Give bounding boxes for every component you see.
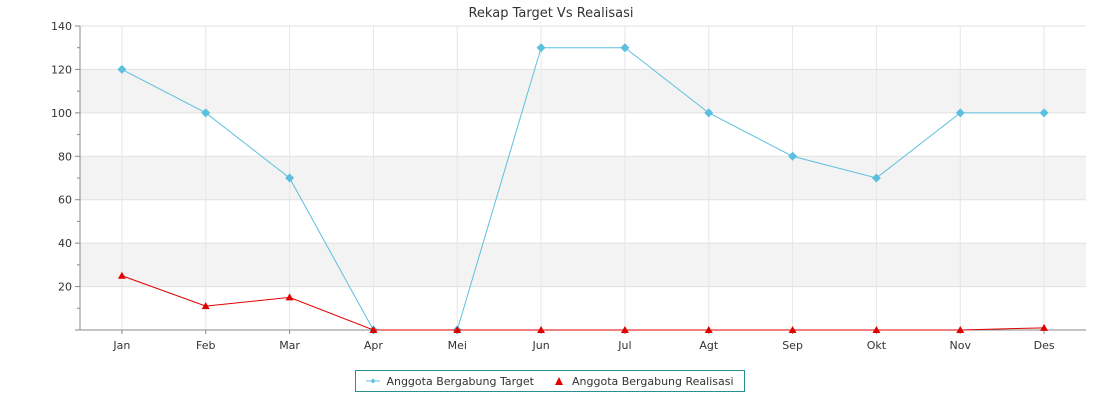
- data-point: [704, 108, 714, 118]
- data-point: [955, 108, 965, 118]
- data-point: [704, 326, 713, 333]
- data-point: [453, 326, 462, 333]
- x-tick-label: Mar: [279, 339, 300, 352]
- data-point: [285, 173, 295, 183]
- data-point: [117, 271, 126, 279]
- x-tick-label: Nov: [950, 339, 972, 352]
- plot-band: [80, 243, 1086, 287]
- vertical-gridlines: [121, 26, 1045, 330]
- x-tick-label: Sep: [782, 339, 803, 352]
- horizontal-gridlines: [80, 25, 1086, 288]
- data-point: [788, 326, 797, 333]
- x-tick-label: Des: [1034, 339, 1055, 352]
- legend-label-target: Anggota Bergabung Target: [386, 374, 534, 388]
- series-layer: [117, 43, 1049, 335]
- plot-bands: [80, 69, 1086, 287]
- data-point: [201, 302, 210, 310]
- legend-item-realisasi[interactable]: Anggota Bergabung Realisasi: [552, 375, 734, 388]
- data-point: [871, 173, 881, 183]
- triangle-marker-icon: [552, 376, 566, 386]
- chart-legend: Anggota Bergabung Target Anggota Bergabu…: [355, 370, 745, 392]
- plot-band: [80, 69, 1086, 113]
- x-tick-label: Okt: [867, 339, 887, 352]
- y-tick-label: 60: [58, 194, 72, 207]
- x-tick-label: Apr: [364, 339, 384, 352]
- data-point: [536, 43, 546, 53]
- data-point: [620, 43, 630, 53]
- x-tick-label: Feb: [196, 339, 215, 352]
- x-tick-label: Jun: [531, 339, 549, 352]
- x-tick-label: Mei: [448, 339, 467, 352]
- plot-band: [80, 156, 1086, 200]
- data-point: [117, 64, 127, 74]
- data-point: [201, 108, 211, 118]
- y-tick-label: 100: [51, 107, 72, 120]
- data-point: [1040, 323, 1049, 331]
- diamond-marker-icon: [366, 376, 381, 386]
- data-point: [620, 326, 629, 333]
- chart-title: Rekap Target Vs Realisasi: [468, 6, 633, 21]
- series-line-1: [121, 47, 1045, 331]
- y-tick-label: 140: [51, 20, 72, 33]
- data-point: [956, 326, 965, 333]
- legend-label-realisasi: Anggota Bergabung Realisasi: [572, 374, 734, 388]
- series-line-2: [121, 275, 1045, 331]
- x-tick-label: Agt: [699, 339, 719, 352]
- y-tick-label: 120: [51, 63, 72, 76]
- data-point: [537, 326, 546, 333]
- x-axis-ticks: Jan Feb Mar Apr Mei Jun Jul Agt Sep Okt Nov Des: [112, 330, 1055, 352]
- x-tick-label: Jul: [617, 339, 631, 352]
- data-point: [872, 326, 881, 333]
- y-tick-label: 40: [58, 237, 72, 250]
- data-point: [788, 151, 798, 161]
- y-tick-label: 20: [58, 281, 72, 294]
- data-point: [369, 326, 378, 333]
- data-point: [1039, 108, 1049, 118]
- legend-item-target[interactable]: Anggota Bergabung Target: [366, 375, 534, 388]
- x-tick-label: Jan: [112, 339, 130, 352]
- y-axis-ticks: 20 40 60 80 100 120 140: [51, 20, 80, 331]
- line-chart: Rekap Target Vs Realisasi 20 40 60 80 100 120…: [51, 6, 1086, 352]
- data-point: [285, 293, 294, 301]
- y-tick-label: 80: [58, 150, 72, 163]
